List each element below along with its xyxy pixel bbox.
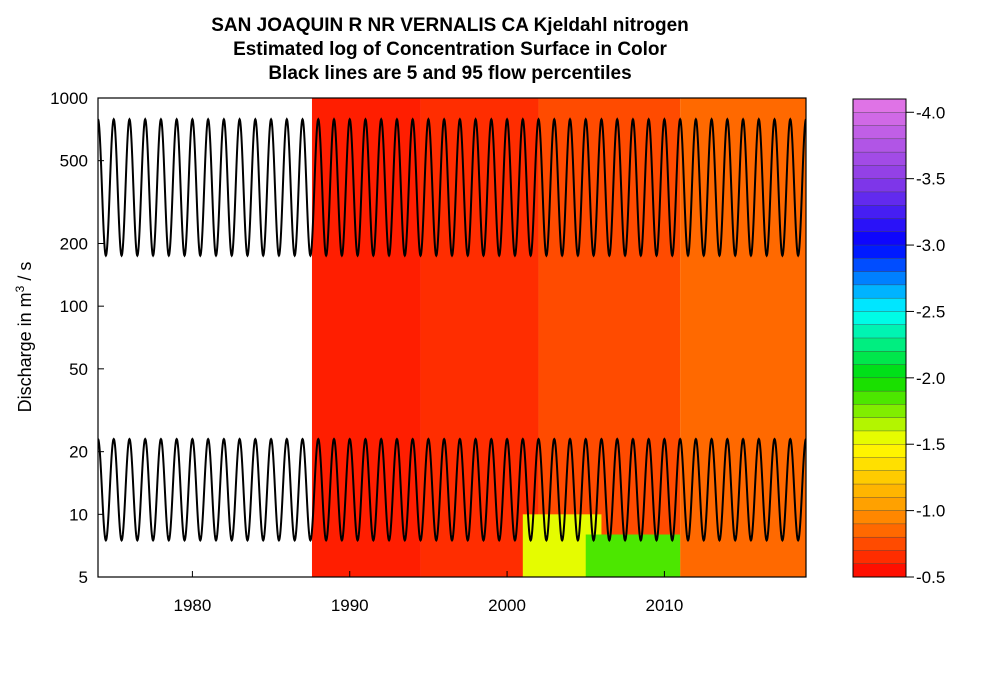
colorbar-tick-label: -2.0 (916, 369, 945, 388)
x-tick-label: 1990 (331, 596, 369, 615)
colorbar-swatch (852, 231, 907, 246)
colorbar-swatch (852, 483, 907, 498)
colorbar-tick-label: -3.0 (916, 236, 945, 255)
colorbar-swatch (852, 497, 907, 512)
colorbar-swatch (852, 244, 907, 259)
colorbar-swatch (852, 430, 907, 445)
chart-title: SAN JOAQUIN R NR VERNALIS CA Kjeldahl ni… (211, 15, 689, 36)
y-tick-label: 5 (79, 568, 88, 587)
colorbar-swatch (852, 324, 907, 339)
percentile-lines (98, 117, 806, 542)
colorbar-swatch (852, 284, 907, 299)
x-tick-label: 1980 (173, 596, 211, 615)
y-axis: 5 10 20 50 100 200 500 1000 (50, 89, 104, 587)
y-tick-label: 100 (60, 297, 88, 316)
colorbar-tick-label: -0.5 (916, 568, 945, 587)
y-axis-label-tail: / s (15, 262, 35, 286)
y-axis-label-sup: 3 (13, 285, 27, 292)
percentile-line-lower (98, 437, 806, 542)
colorbar-swatch (852, 377, 907, 392)
colorbar-swatch (852, 311, 907, 326)
colorbar-swatch (852, 364, 907, 379)
colorbar-swatch (852, 218, 907, 233)
y-tick-label: 500 (60, 152, 88, 171)
colorbar-swatch (852, 563, 907, 578)
colorbar-swatch (852, 258, 907, 273)
colorbar-tick-label: -4.0 (916, 103, 945, 122)
colorbar-swatch (852, 178, 907, 193)
percentile-line-upper (98, 117, 806, 258)
colorbar-tick-label: -1.5 (916, 435, 945, 454)
colorbar-swatch (852, 138, 907, 153)
colorbar-tick-label: -2.5 (916, 302, 945, 321)
colorbar-swatch (852, 297, 907, 312)
colorbar-swatch (852, 404, 907, 419)
y-tick-label: 10 (69, 505, 88, 524)
colorbar-swatch (852, 271, 907, 286)
y-tick-label: 50 (69, 360, 88, 379)
x-tick-label: 2010 (645, 596, 683, 615)
colorbar-swatch (852, 112, 907, 127)
colorbar-swatch (852, 523, 907, 538)
colorbar-swatch (852, 470, 907, 485)
colorbar-swatch (852, 165, 907, 180)
colorbar: -0.5 -1.0 -1.5 -2.0 -2.5 -3.0 -3.5 -4.0 (852, 98, 945, 587)
colorbar-swatch (852, 444, 907, 459)
colorbar-swatch (852, 205, 907, 220)
surface-region-3 (538, 98, 681, 577)
y-axis-label: Discharge in m3 / s (13, 262, 35, 413)
colorbar-swatch (852, 125, 907, 140)
colorbar-swatch (852, 390, 907, 405)
colorbar-tick-label: -3.5 (916, 170, 945, 189)
colorbar-swatch (852, 457, 907, 472)
colorbar-swatch (852, 536, 907, 551)
colorbar-swatch (852, 191, 907, 206)
plot-frame (97, 97, 807, 578)
y-tick-label: 200 (60, 235, 88, 254)
y-tick-label: 1000 (50, 89, 88, 108)
colorbar-swatch (852, 98, 907, 113)
y-axis-label-main: Discharge in m (15, 292, 35, 412)
colorbar-frame (852, 98, 907, 578)
colorbar-swatch (852, 550, 907, 565)
surface-region-6 (585, 534, 681, 577)
surface-region-1 (311, 98, 421, 577)
colorbar-swatch (852, 351, 907, 366)
x-axis: 1980 1990 2000 2010 (173, 571, 683, 615)
colorbar-swatch (852, 337, 907, 352)
x-tick-label: 2000 (488, 596, 526, 615)
chart-subtitle-1: Estimated log of Concentration Surface i… (233, 39, 667, 60)
colorbar-tick-label: -1.0 (916, 502, 945, 521)
y-tick-label: 20 (69, 443, 88, 462)
colorbar-swatch (852, 510, 907, 525)
colorbar-swatch (852, 151, 907, 166)
chart-subtitle-2: Black lines are 5 and 95 flow percentile… (268, 63, 632, 84)
colorbar-swatch (852, 417, 907, 432)
